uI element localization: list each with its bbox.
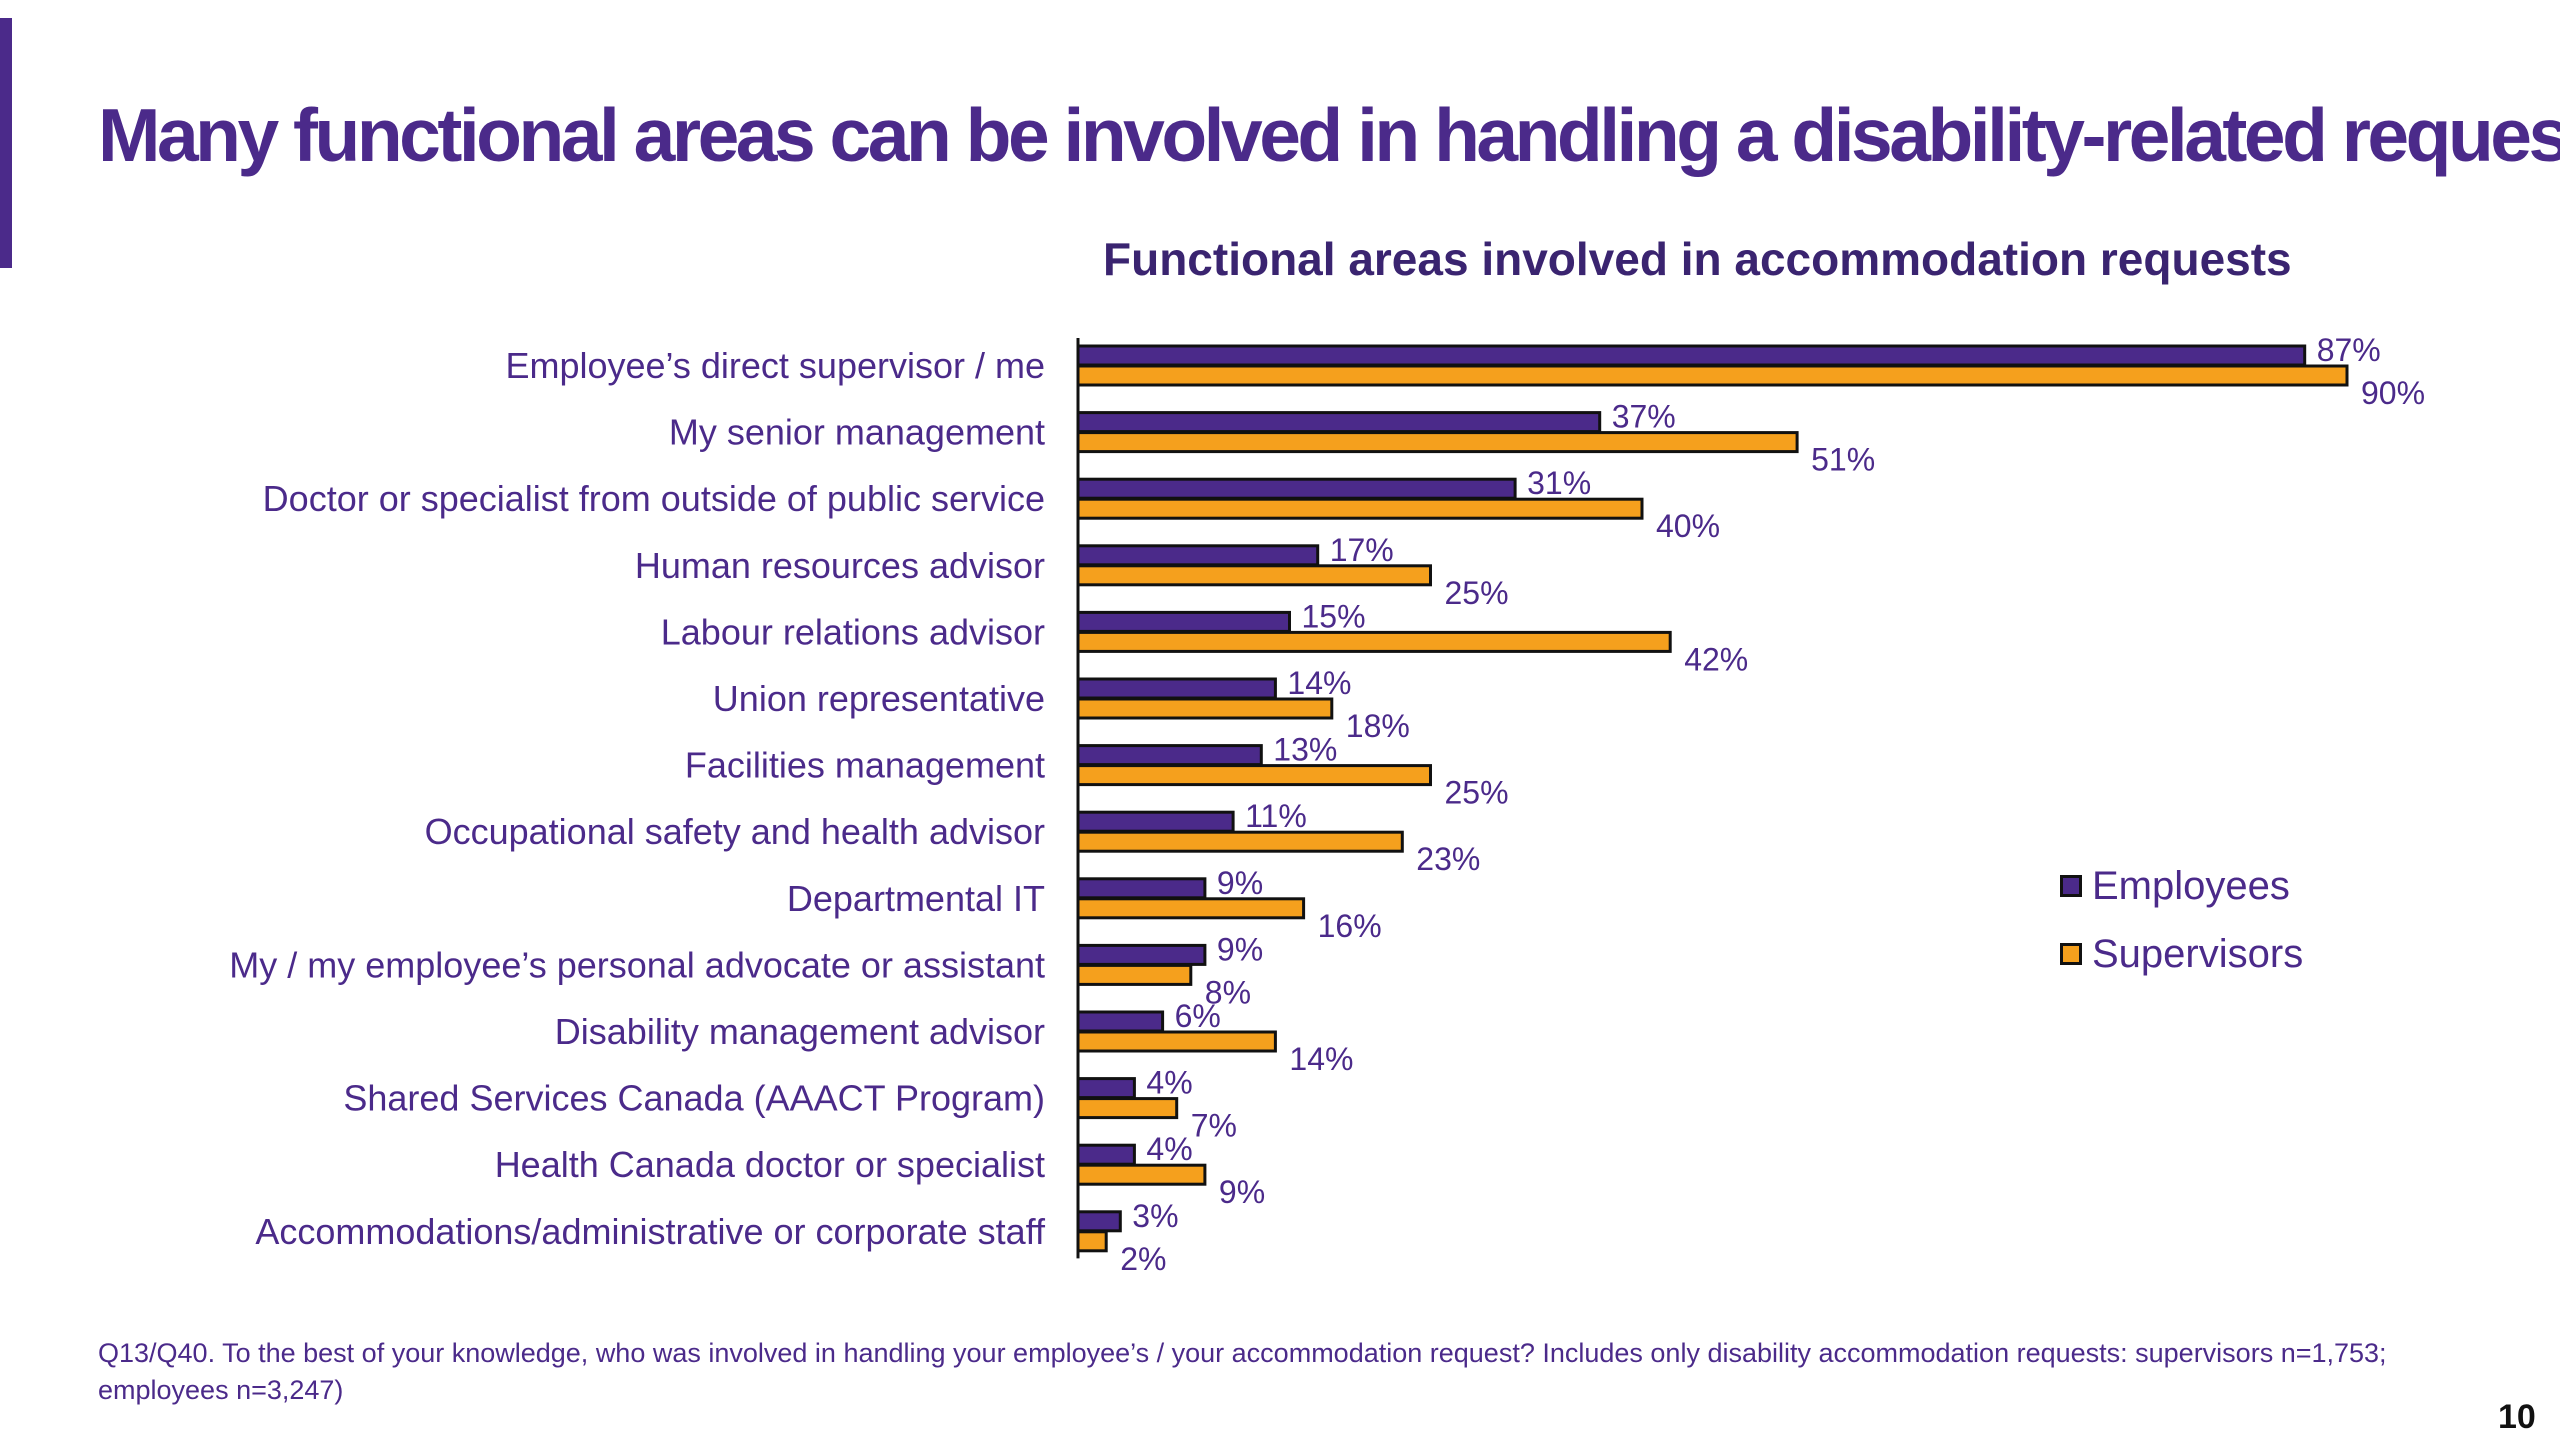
- data-label-employees-accommodations-administrative-or-corporate-staff: 3%: [1132, 1198, 1178, 1234]
- data-label-supervisors-human-resources-advisor: 25%: [1445, 575, 1509, 611]
- bar-employees-doctor-or-specialist-from-outside-of-public-service: [1076, 477, 1517, 500]
- category-label-health-canada-doctor-or-specialist: Health Canada doctor or specialist: [495, 1144, 1045, 1185]
- bar-supervisors-departmental-it: [1076, 897, 1306, 920]
- page-number: 10: [2498, 1398, 2536, 1436]
- bar-supervisors-occupational-safety-and-health-advisor: [1076, 830, 1404, 853]
- data-label-supervisors-my-my-employee-s-personal-advocate-or-assistant: 8%: [1205, 974, 1251, 1010]
- data-label-employees-facilities-management: 13%: [1273, 732, 1337, 768]
- legend-item-supervisors: Supervisors: [2060, 920, 2303, 988]
- bar-employees-human-resources-advisor: [1076, 544, 1320, 567]
- data-label-employees-employee-s-direct-supervisor-me: 87%: [2317, 332, 2381, 368]
- category-label-my-senior-management: My senior management: [669, 412, 1045, 453]
- data-label-supervisors-doctor-or-specialist-from-outside-of-public-service: 40%: [1656, 508, 1720, 544]
- category-label-occupational-safety-and-health-advisor: Occupational safety and health advisor: [425, 811, 1045, 852]
- category-label-departmental-it: Departmental IT: [787, 878, 1045, 919]
- bar-employees-accommodations-administrative-or-corporate-staff: [1076, 1210, 1122, 1233]
- bar-supervisors-disability-management-advisor: [1076, 1030, 1277, 1053]
- data-label-supervisors-union-representative: 18%: [1346, 708, 1410, 744]
- legend-label-employees: Employees: [2092, 863, 2290, 908]
- data-label-supervisors-occupational-safety-and-health-advisor: 23%: [1416, 841, 1480, 877]
- data-label-employees-health-canada-doctor-or-specialist: 4%: [1146, 1131, 1192, 1167]
- data-label-employees-human-resources-advisor: 17%: [1330, 532, 1394, 568]
- bar-employees-occupational-safety-and-health-advisor: [1076, 810, 1235, 833]
- bar-employees-employee-s-direct-supervisor-me: [1076, 344, 2307, 367]
- bar-employees-facilities-management: [1076, 744, 1263, 767]
- bar-employees-my-my-employee-s-personal-advocate-or-assistant: [1076, 943, 1207, 966]
- data-label-employees-disability-management-advisor: 6%: [1175, 998, 1221, 1034]
- category-label-facilities-management: Facilities management: [685, 745, 1045, 786]
- data-label-employees-labour-relations-advisor: 15%: [1302, 598, 1366, 634]
- category-label-accommodations-administrative-or-corporate-staff: Accommodations/administrative or corpora…: [255, 1211, 1046, 1252]
- bar-employees-my-senior-management: [1076, 411, 1602, 434]
- footnote: Q13/Q40. To the best of your knowledge, …: [98, 1338, 2387, 1405]
- category-label-human-resources-advisor: Human resources advisor: [635, 545, 1045, 586]
- bar-supervisors-doctor-or-specialist-from-outside-of-public-service: [1076, 497, 1644, 520]
- bar-employees-union-representative: [1076, 677, 1277, 700]
- data-label-supervisors-health-canada-doctor-or-specialist: 9%: [1219, 1174, 1265, 1210]
- data-label-supervisors-accommodations-administrative-or-corporate-staff: 2%: [1120, 1241, 1166, 1277]
- data-label-supervisors-labour-relations-advisor: 42%: [1684, 641, 1748, 677]
- category-label-my-my-employee-s-personal-advocate-or-assistant: My / my employee’s personal advocate or …: [229, 944, 1045, 985]
- category-label-doctor-or-specialist-from-outside-of-public-service: Doctor or specialist from outside of pub…: [263, 478, 1045, 519]
- bar-employees-disability-management-advisor: [1076, 1010, 1165, 1033]
- bar-employees-shared-services-canada-aaact-program: [1076, 1077, 1136, 1100]
- slide-title: Many functional areas can be involved in…: [98, 93, 2560, 177]
- chart-legend: Employees Supervisors: [2060, 852, 2303, 988]
- bar-supervisors-union-representative: [1076, 697, 1334, 720]
- bar-supervisors-accommodations-administrative-or-corporate-staff: [1076, 1230, 1108, 1253]
- data-label-employees-departmental-it: 9%: [1217, 865, 1263, 901]
- category-label-union-representative: Union representative: [713, 678, 1045, 719]
- bar-supervisors-my-senior-management: [1076, 431, 1799, 454]
- bar-supervisors-employee-s-direct-supervisor-me: [1076, 364, 2349, 387]
- accent-bar: [0, 18, 12, 268]
- bar-supervisors-shared-services-canada-aaact-program: [1076, 1097, 1179, 1120]
- data-label-supervisors-my-senior-management: 51%: [1811, 442, 1875, 478]
- bar-supervisors-health-canada-doctor-or-specialist: [1076, 1163, 1207, 1186]
- data-label-supervisors-departmental-it: 16%: [1318, 908, 1382, 944]
- category-label-disability-management-advisor: Disability management advisor: [555, 1011, 1045, 1052]
- bar-supervisors-human-resources-advisor: [1076, 564, 1432, 587]
- legend-swatch-supervisors: [2060, 943, 2082, 965]
- data-label-supervisors-shared-services-canada-aaact-program: 7%: [1191, 1108, 1237, 1144]
- data-label-employees-my-senior-management: 37%: [1612, 399, 1676, 435]
- data-label-employees-occupational-safety-and-health-advisor: 11%: [1245, 798, 1307, 834]
- category-label-shared-services-canada-aaact-program: Shared Services Canada (AAACT Program): [343, 1078, 1045, 1119]
- legend-item-employees: Employees: [2060, 852, 2303, 920]
- data-label-employees-union-representative: 14%: [1287, 665, 1351, 701]
- bar-employees-departmental-it: [1076, 877, 1207, 900]
- data-label-employees-shared-services-canada-aaact-program: 4%: [1146, 1065, 1192, 1101]
- bar-employees-labour-relations-advisor: [1076, 610, 1291, 633]
- category-label-labour-relations-advisor: Labour relations advisor: [661, 611, 1045, 652]
- data-label-employees-doctor-or-specialist-from-outside-of-public-service: 31%: [1527, 465, 1591, 501]
- bar-supervisors-labour-relations-advisor: [1076, 630, 1672, 653]
- data-label-supervisors-disability-management-advisor: 14%: [1289, 1041, 1353, 1077]
- data-label-employees-my-my-employee-s-personal-advocate-or-assistant: 9%: [1217, 931, 1263, 967]
- chart-title: Functional areas involved in accommodati…: [1103, 233, 2292, 285]
- bar-supervisors-facilities-management: [1076, 764, 1432, 787]
- data-label-supervisors-facilities-management: 25%: [1445, 775, 1509, 811]
- category-label-employee-s-direct-supervisor-me: Employee’s direct supervisor / me: [505, 345, 1045, 386]
- legend-swatch-employees: [2060, 875, 2082, 897]
- bar-supervisors-my-my-employee-s-personal-advocate-or-assistant: [1076, 963, 1193, 986]
- legend-label-supervisors: Supervisors: [2092, 931, 2304, 976]
- data-label-supervisors-employee-s-direct-supervisor-me: 90%: [2361, 375, 2425, 411]
- bar-employees-health-canada-doctor-or-specialist: [1076, 1143, 1136, 1166]
- bar-chart: Employee’s direct supervisor / me 87% 90% M…: [229, 332, 2425, 1277]
